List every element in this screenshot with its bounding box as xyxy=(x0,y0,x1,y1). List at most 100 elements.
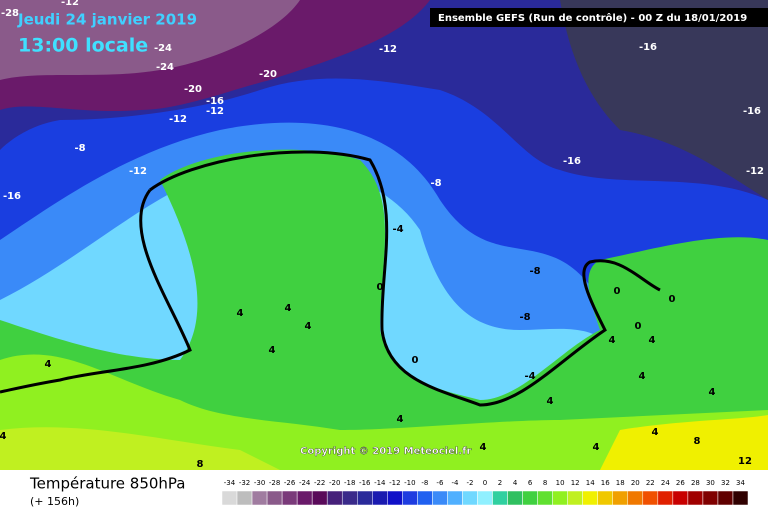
legend-value: -28 xyxy=(269,479,280,487)
contour-label: 0 xyxy=(412,355,419,366)
legend-swatch xyxy=(522,490,538,506)
legend-swatch xyxy=(477,490,493,506)
contour-label: -24 xyxy=(156,62,174,73)
legend-value: 34 xyxy=(736,479,745,487)
contour-label: -4 xyxy=(524,371,535,382)
contour-labels: -12-28-24-24-20-20-16-12-12-8-12-16-12 -1… xyxy=(0,0,764,470)
contour-label: -16 xyxy=(3,191,21,202)
legend-swatch xyxy=(311,490,328,506)
legend-swatch xyxy=(357,490,373,506)
contour-label: -8 xyxy=(74,143,85,154)
legend-swatch xyxy=(447,490,463,506)
contour-label: -12 xyxy=(61,0,79,8)
legend-swatch xyxy=(462,490,478,506)
legend-swatch xyxy=(537,490,553,506)
legend-swatch xyxy=(702,490,719,506)
contour-label: -12 xyxy=(379,44,397,55)
legend-swatch xyxy=(552,490,568,506)
contour-label: -28 xyxy=(1,8,19,19)
contour-label: 4 xyxy=(593,442,600,453)
legend-value: -10 xyxy=(404,479,415,487)
contour-label: 4 xyxy=(639,371,646,382)
header-box: Ensemble GEFS (Run de contrôle) - 00 Z d… xyxy=(430,8,768,27)
legend-value: 2 xyxy=(498,479,502,487)
contour-label: -4 xyxy=(392,224,403,235)
contour-label: 0 xyxy=(614,286,621,297)
legend-value: 4 xyxy=(513,479,518,487)
legend-value: 18 xyxy=(616,479,625,487)
legend-swatch xyxy=(612,490,629,506)
legend-value: 8 xyxy=(543,479,547,487)
lead-time: (+ 156h) xyxy=(30,495,79,508)
legend-value: 26 xyxy=(676,479,685,487)
contour-label: 4 xyxy=(649,335,656,346)
legend-value: -30 xyxy=(254,479,265,487)
legend-swatch xyxy=(717,490,734,506)
legend-swatch xyxy=(236,490,253,506)
legend-value: -18 xyxy=(344,479,355,487)
contour-label: -20 xyxy=(259,69,277,80)
contour-label: 4 xyxy=(305,321,312,332)
contour-label: -12 xyxy=(169,114,187,125)
contour-label: 4 xyxy=(269,345,276,356)
contour-label: 0 xyxy=(635,321,642,332)
legend-value: -12 xyxy=(389,479,400,487)
contour-label: 4 xyxy=(397,414,404,425)
legend-value: -26 xyxy=(284,479,296,487)
legend-swatch xyxy=(221,490,238,506)
legend-swatch xyxy=(492,490,508,506)
color-legend: -34 -32 -30 -28 -26 -24 -22 -20 -18 -16 -14 -12 -10-… xyxy=(221,479,749,506)
legend-value: -6 xyxy=(436,479,444,487)
legend-swatch xyxy=(657,490,674,506)
legend-swatch xyxy=(432,490,448,506)
legend-value: -2 xyxy=(466,479,473,487)
legend-value: 12 xyxy=(571,479,580,487)
legend-swatch xyxy=(642,490,659,506)
contour-label: -8 xyxy=(529,266,540,277)
contour-label: 4 xyxy=(0,431,7,442)
time: 13:00 locale xyxy=(18,35,148,57)
run-info: Ensemble GEFS (Run de contrôle) - 00 Z d… xyxy=(438,12,747,24)
legend-swatch xyxy=(372,490,388,506)
contour-label: -16 xyxy=(563,156,581,167)
copyright: Copyright © 2019 Meteociel.fr xyxy=(300,446,471,457)
legend-swatch xyxy=(672,490,689,506)
legend-swatch xyxy=(341,490,358,506)
legend-swatch xyxy=(402,490,418,506)
legend-swatch xyxy=(296,490,313,506)
contour-label: -20 xyxy=(184,84,202,95)
legend-value: -32 xyxy=(239,479,250,487)
legend-value: 32 xyxy=(721,479,730,487)
contour-label: 4 xyxy=(709,387,716,398)
contour-label: 4 xyxy=(652,427,659,438)
contour-label: -12 xyxy=(746,166,764,177)
legend-value: 0 xyxy=(483,479,487,487)
contour-label: -16 xyxy=(743,106,761,117)
legend-value: -14 xyxy=(374,479,386,487)
contour-label: -24 xyxy=(154,43,172,54)
contour-label: 4 xyxy=(609,335,616,346)
contour-label: 8 xyxy=(197,459,204,470)
legend-swatch xyxy=(597,490,613,506)
legend-value: 16 xyxy=(601,479,610,487)
legend-swatch xyxy=(507,490,523,506)
contour-label: 8 xyxy=(694,436,701,447)
legend-value: -4 xyxy=(451,479,459,487)
legend-swatch xyxy=(582,490,598,506)
contour-label: -8 xyxy=(430,178,441,189)
legend-value: -8 xyxy=(421,479,428,487)
legend-swatch xyxy=(266,490,283,506)
contour-label: -16 xyxy=(639,42,657,53)
legend-value: 30 xyxy=(706,479,715,487)
legend-swatch xyxy=(567,490,583,506)
legend-value: -34 xyxy=(224,479,236,487)
contour-label: 0 xyxy=(377,282,384,293)
legend-swatch xyxy=(387,490,403,506)
contour-label: 12 xyxy=(738,456,752,467)
legend-swatch xyxy=(732,490,749,506)
date: Jeudi 24 janvier 2019 xyxy=(17,11,197,29)
legend-swatch xyxy=(251,490,268,506)
legend-value: 14 xyxy=(586,479,595,487)
legend-value: 28 xyxy=(691,479,700,487)
